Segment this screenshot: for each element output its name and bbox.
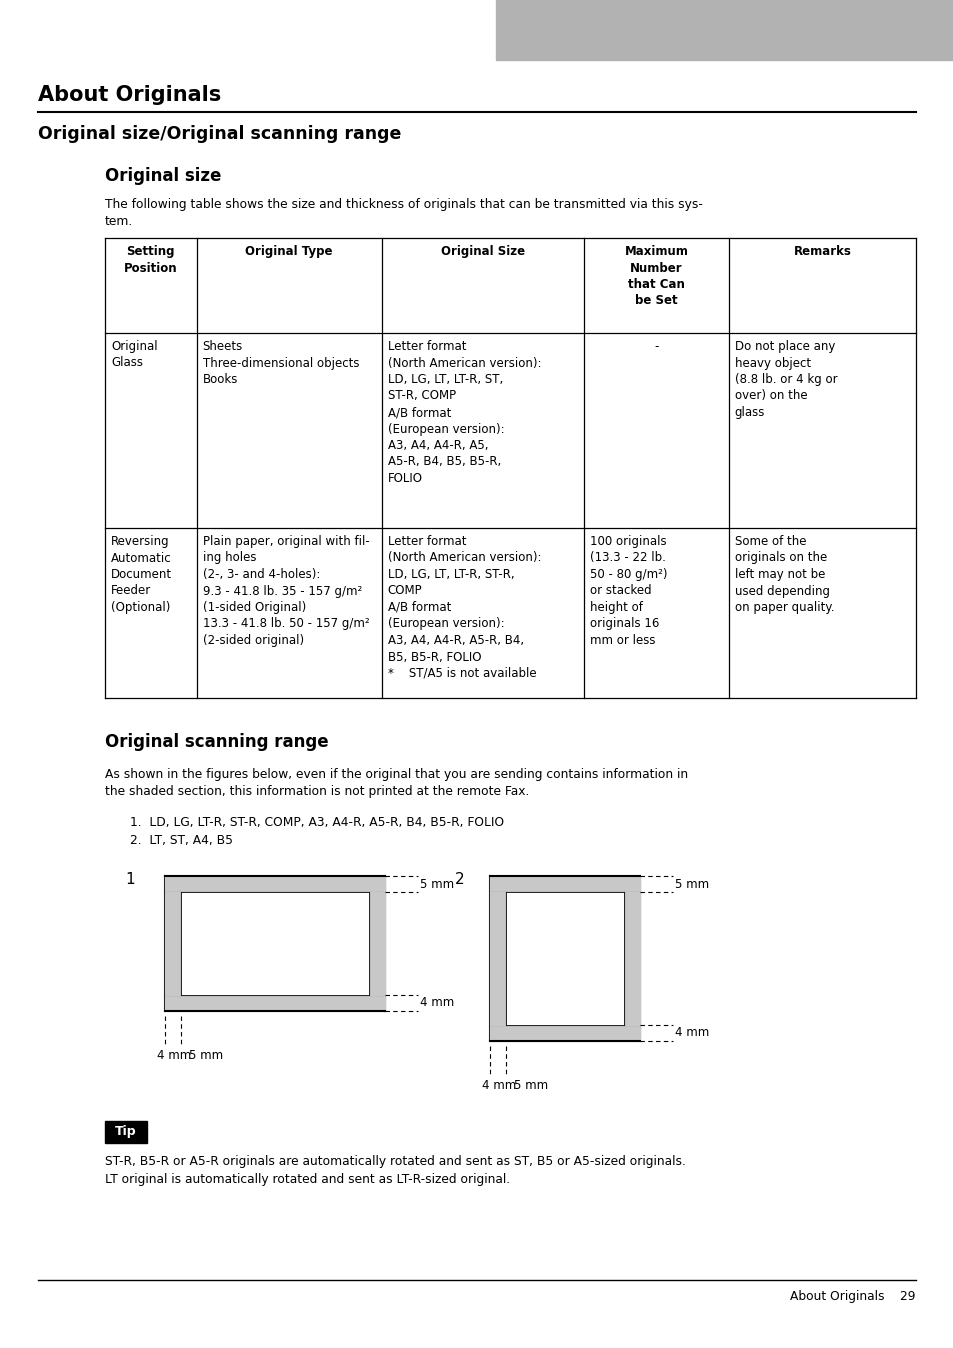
Text: 4 mm: 4 mm: [419, 996, 454, 1010]
Text: Original size: Original size: [105, 167, 221, 185]
Text: Original Type: Original Type: [245, 245, 333, 257]
Text: Maximum
Number
that Can
be Set: Maximum Number that Can be Set: [624, 245, 688, 307]
Bar: [496, 0, 953, 61]
Bar: [165, 876, 385, 892]
Bar: [369, 892, 385, 995]
Text: Plain paper, original with fil-
ing holes
(2-, 3- and 4-holes):
9.3 - 41.8 lb. 3: Plain paper, original with fil- ing hole…: [202, 535, 369, 647]
Bar: [623, 892, 639, 1024]
Bar: [165, 892, 181, 995]
Text: The following table shows the size and thickness of originals that can be transm: The following table shows the size and t…: [105, 198, 702, 228]
Text: 5 mm: 5 mm: [419, 878, 454, 891]
Bar: [105, 1122, 147, 1143]
Text: 1: 1: [125, 872, 134, 887]
Text: 5 mm: 5 mm: [514, 1078, 548, 1092]
Text: Original
Glass: Original Glass: [111, 340, 157, 369]
Bar: [505, 892, 623, 1024]
Text: 5 mm: 5 mm: [675, 878, 708, 891]
Bar: [490, 892, 505, 1024]
Text: Tip: Tip: [115, 1126, 136, 1139]
Text: Some of the
originals on the
left may not be
used depending
on paper quality.: Some of the originals on the left may no…: [734, 535, 833, 613]
Text: About Originals    29: About Originals 29: [790, 1290, 915, 1304]
Text: Original scanning range: Original scanning range: [105, 733, 328, 751]
Text: Reversing
Automatic
Document
Feeder
(Optional): Reversing Automatic Document Feeder (Opt…: [111, 535, 172, 613]
Text: 5 mm: 5 mm: [189, 1049, 223, 1062]
Text: About Originals: About Originals: [38, 85, 221, 105]
Text: Sheets
Three-dimensional objects
Books: Sheets Three-dimensional objects Books: [202, 340, 358, 386]
Text: Letter format
(North American version):
LD, LG, LT, LT-R, ST-R,
COMP
A/B format
: Letter format (North American version): …: [387, 535, 540, 679]
Text: Do not place any
heavy object
(8.8 lb. or 4 kg or
over) on the
glass: Do not place any heavy object (8.8 lb. o…: [734, 340, 837, 419]
Text: 4 mm: 4 mm: [157, 1049, 191, 1062]
Text: Remarks: Remarks: [793, 245, 850, 257]
Text: As shown in the figures below, even if the original that you are sending contain: As shown in the figures below, even if t…: [105, 768, 687, 798]
Text: 100 originals
(13.3 - 22 lb.
50 - 80 g/m²)
or stacked
height of
originals 16
mm : 100 originals (13.3 - 22 lb. 50 - 80 g/m…: [590, 535, 667, 647]
Bar: [490, 1024, 639, 1041]
Text: 2: 2: [455, 872, 464, 887]
Bar: [490, 876, 639, 892]
Text: Original Size: Original Size: [440, 245, 524, 257]
Bar: [181, 892, 369, 995]
Text: -: -: [654, 340, 658, 353]
Text: 1.  LD, LG, LT-R, ST-R, COMP, A3, A4-R, A5-R, B4, B5-R, FOLIO: 1. LD, LG, LT-R, ST-R, COMP, A3, A4-R, A…: [130, 816, 503, 829]
Text: Letter format
(North American version):
LD, LG, LT, LT-R, ST,
ST-R, COMP
A/B for: Letter format (North American version): …: [387, 340, 540, 485]
Text: 4 mm: 4 mm: [675, 1026, 708, 1039]
Text: 4 mm: 4 mm: [481, 1078, 516, 1092]
Text: Original size/Original scanning range: Original size/Original scanning range: [38, 125, 401, 143]
Bar: [165, 995, 385, 1011]
Text: 2.  LT, ST, A4, B5: 2. LT, ST, A4, B5: [130, 834, 233, 847]
Text: ST-R, B5-R or A5-R originals are automatically rotated and sent as ST, B5 or A5-: ST-R, B5-R or A5-R originals are automat…: [105, 1155, 685, 1186]
Text: Setting
Position: Setting Position: [124, 245, 177, 275]
